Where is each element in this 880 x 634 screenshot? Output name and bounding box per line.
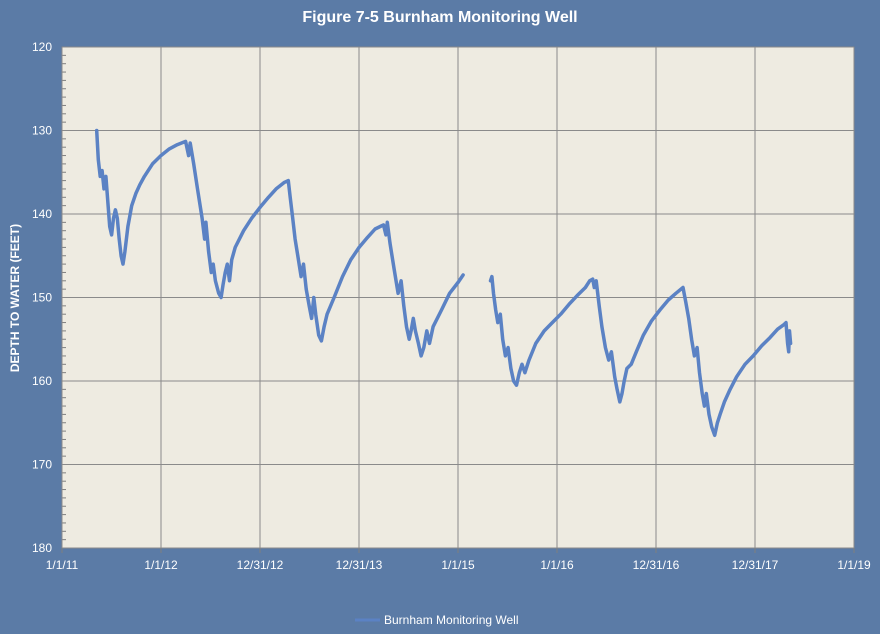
x-tick-label: 12/31/17 [732, 558, 779, 572]
y-tick-label: 140 [32, 207, 52, 221]
x-tick-label: 12/31/16 [633, 558, 680, 572]
series-line-segment-1 [94, 128, 465, 358]
x-tick-label: 1/1/12 [144, 558, 178, 572]
x-tick-label: 1/1/19 [837, 558, 871, 572]
y-tick-label: 150 [32, 291, 52, 305]
y-axis-ticks: 120 130 140 150 160 170 180 [32, 40, 52, 555]
y-tick-label: 160 [32, 374, 52, 388]
y-axis-title: DEPTH TO WATER (FEET) [8, 224, 22, 372]
legend: Burnham Monitoring Well [355, 613, 519, 627]
legend-label: Burnham Monitoring Well [384, 613, 519, 627]
y-tick-label: 170 [32, 458, 52, 472]
y-tick-label: 120 [32, 40, 52, 54]
x-axis-ticks: 1/1/11 1/1/12 12/31/12 12/31/13 1/1/15 1/1/16… [46, 558, 871, 572]
series-burnham-monitoring-well [94, 128, 793, 438]
grid-lines [61, 46, 855, 553]
y-tick-label: 180 [32, 541, 52, 555]
x-tick-label: 1/1/15 [441, 558, 475, 572]
x-tick-label: 1/1/11 [46, 558, 79, 572]
x-tick-label: 1/1/16 [540, 558, 574, 572]
chart-title: Figure 7-5 Burnham Monitoring Well [302, 9, 577, 26]
y-tick-label: 130 [32, 124, 52, 138]
y-axis-minor-ticks [62, 54, 66, 541]
series-line-segment-2 [488, 274, 793, 438]
x-tick-label: 12/31/13 [336, 558, 383, 572]
x-tick-label: 12/31/12 [237, 558, 284, 572]
